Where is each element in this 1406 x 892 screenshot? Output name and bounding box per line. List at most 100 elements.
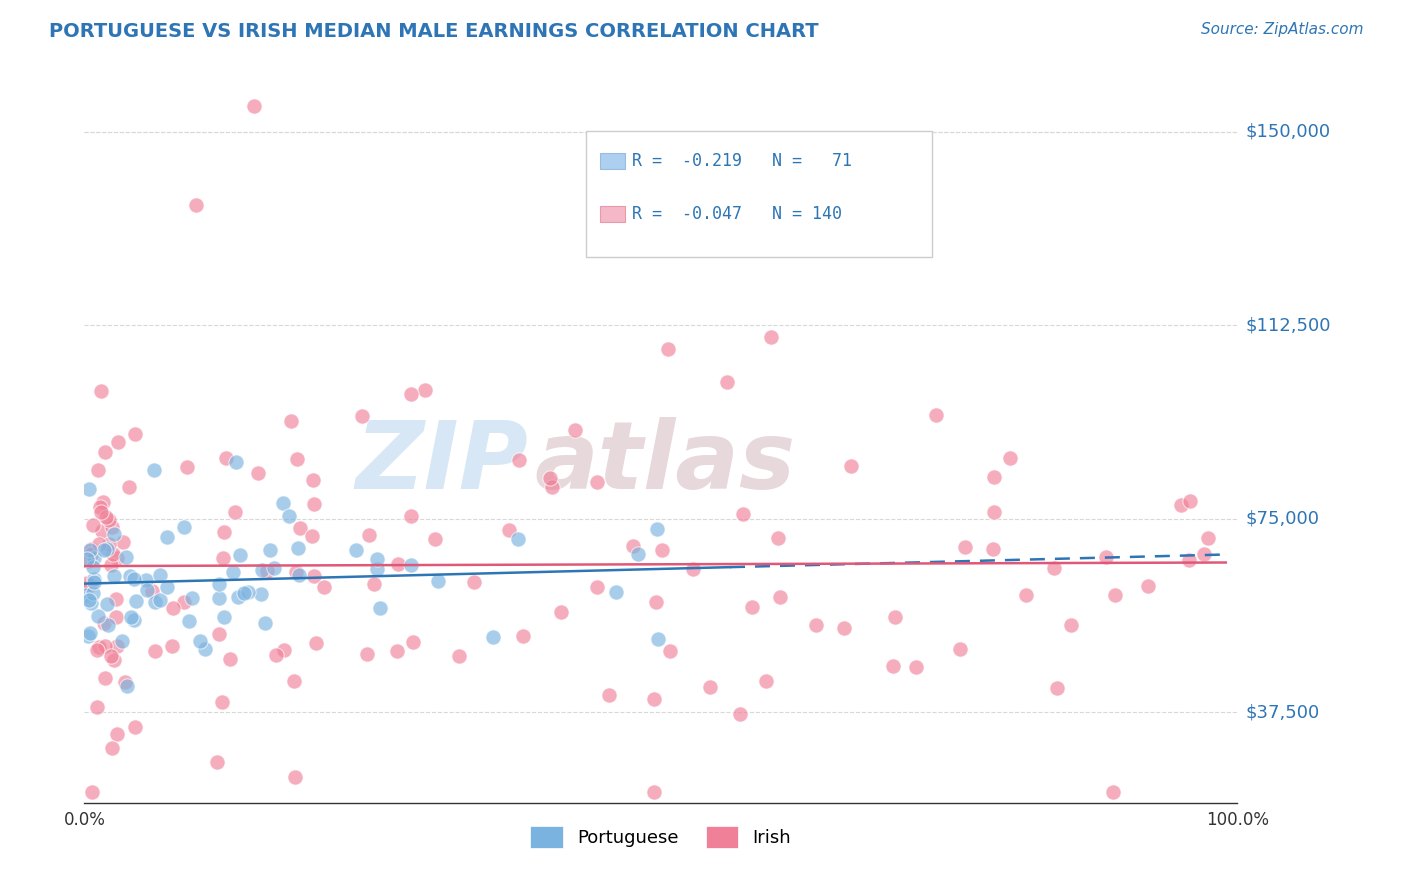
Point bbox=[761, 330, 783, 344]
Point bbox=[357, 527, 380, 541]
Point bbox=[949, 642, 972, 657]
Point bbox=[229, 548, 252, 562]
Text: $37,500: $37,500 bbox=[1246, 704, 1320, 722]
Text: R =  -0.219   N =   71: R = -0.219 N = 71 bbox=[633, 153, 852, 170]
Point bbox=[122, 572, 145, 586]
Point bbox=[302, 473, 325, 487]
Point bbox=[208, 576, 231, 591]
Point bbox=[103, 527, 125, 541]
Point bbox=[215, 451, 238, 466]
Point bbox=[212, 610, 235, 624]
Point bbox=[145, 643, 167, 657]
Point bbox=[983, 470, 1005, 484]
Point bbox=[87, 609, 110, 624]
Point bbox=[1197, 531, 1219, 545]
Point bbox=[402, 635, 425, 649]
Point bbox=[76, 551, 98, 566]
Point bbox=[363, 577, 385, 591]
Point bbox=[105, 727, 128, 741]
Point bbox=[103, 653, 125, 667]
Point bbox=[506, 532, 529, 546]
Point bbox=[605, 584, 627, 599]
Point bbox=[101, 547, 124, 561]
Point bbox=[366, 552, 388, 566]
Point bbox=[93, 542, 115, 557]
Point bbox=[256, 564, 278, 578]
Point bbox=[288, 521, 311, 535]
Point bbox=[90, 384, 112, 398]
Point bbox=[79, 578, 101, 592]
Point bbox=[112, 534, 135, 549]
Point bbox=[585, 580, 607, 594]
Point bbox=[103, 568, 125, 582]
Point bbox=[89, 500, 111, 515]
Point bbox=[302, 569, 325, 583]
Text: PORTUGUESE VS IRISH MEDIAN MALE EARNINGS CORRELATION CHART: PORTUGUESE VS IRISH MEDIAN MALE EARNINGS… bbox=[49, 22, 818, 41]
Point bbox=[904, 660, 927, 674]
Point bbox=[481, 631, 503, 645]
Point bbox=[79, 596, 101, 610]
Point bbox=[124, 426, 146, 441]
Text: $150,000: $150,000 bbox=[1246, 123, 1330, 141]
FancyBboxPatch shape bbox=[600, 206, 626, 222]
Point bbox=[83, 573, 105, 587]
Point bbox=[1170, 499, 1192, 513]
Point bbox=[278, 508, 301, 523]
Point bbox=[238, 585, 260, 599]
Point bbox=[280, 414, 302, 428]
Point bbox=[643, 692, 665, 706]
Point bbox=[283, 674, 305, 689]
Point bbox=[93, 615, 115, 630]
Point bbox=[627, 547, 650, 561]
Point bbox=[647, 522, 669, 536]
Point bbox=[312, 580, 335, 594]
Point bbox=[104, 609, 127, 624]
Point bbox=[77, 629, 100, 643]
Point bbox=[659, 644, 682, 658]
Point bbox=[180, 591, 202, 606]
Point bbox=[651, 543, 673, 558]
Point bbox=[366, 561, 388, 575]
Point bbox=[173, 595, 195, 609]
Point bbox=[136, 582, 159, 597]
Point bbox=[728, 706, 751, 721]
Point bbox=[86, 700, 108, 714]
Point bbox=[211, 695, 233, 709]
Point bbox=[273, 643, 295, 657]
Point bbox=[212, 551, 235, 566]
Point bbox=[118, 480, 141, 494]
Point bbox=[643, 785, 665, 799]
Point bbox=[250, 587, 273, 601]
Point bbox=[593, 228, 616, 243]
Point bbox=[221, 565, 243, 579]
Point bbox=[741, 599, 763, 614]
Point bbox=[97, 617, 120, 632]
Point bbox=[105, 640, 128, 654]
Point bbox=[100, 649, 122, 664]
Point bbox=[105, 591, 128, 606]
Point bbox=[271, 495, 294, 509]
Point bbox=[162, 601, 184, 615]
Point bbox=[953, 540, 976, 554]
Point bbox=[1192, 547, 1215, 561]
Point bbox=[804, 618, 827, 632]
Point bbox=[83, 550, 105, 565]
Point bbox=[94, 510, 117, 524]
Point bbox=[194, 642, 217, 657]
Point bbox=[645, 595, 668, 609]
Point bbox=[368, 600, 391, 615]
Point bbox=[143, 595, 166, 609]
Point bbox=[254, 616, 277, 631]
Point bbox=[399, 508, 422, 523]
Point bbox=[344, 543, 367, 558]
Point bbox=[114, 674, 136, 689]
Point bbox=[82, 518, 104, 533]
Point bbox=[79, 625, 101, 640]
Point bbox=[77, 592, 100, 607]
Point bbox=[447, 648, 470, 663]
Text: ZIP: ZIP bbox=[356, 417, 529, 509]
Point bbox=[832, 621, 855, 635]
Point bbox=[264, 648, 287, 662]
Point bbox=[148, 592, 170, 607]
Point bbox=[716, 375, 738, 389]
